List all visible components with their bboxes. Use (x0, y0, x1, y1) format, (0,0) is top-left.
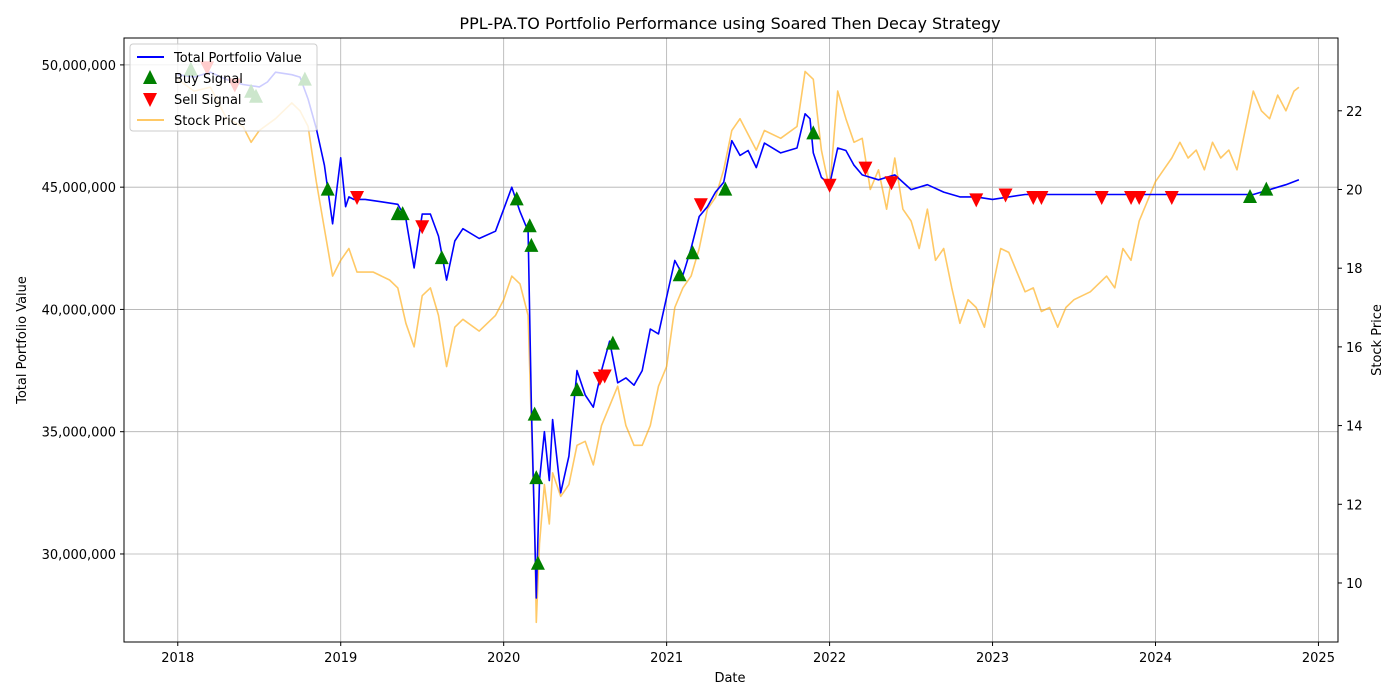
buy-signal-marker (509, 191, 524, 206)
buy-signal-marker (685, 245, 700, 260)
sell-signal-marker (969, 193, 984, 208)
y-axis-label: Total Portfolio Value (15, 276, 30, 405)
x-tick-label: 2020 (487, 651, 520, 666)
y-right-axis-label: Stock Price (1370, 304, 1385, 376)
portfolio-value-series (177, 71, 1300, 599)
plot-area-frame (123, 37, 1339, 643)
sell-signal-marker (1034, 190, 1049, 205)
y-right-tick-label: 22 (1346, 105, 1363, 120)
y-tick-label: 45,000,000 (42, 181, 116, 196)
legend-label: Stock Price (174, 114, 246, 129)
buy-signal-marker (530, 555, 545, 570)
legend-buy-swatch (143, 70, 157, 84)
y-tick-label: 30,000,000 (42, 548, 116, 563)
y-tick-label: 35,000,000 (42, 426, 116, 441)
sell-signal-marker (858, 161, 873, 176)
x-axis-label: Date (714, 671, 745, 686)
buy-signal-marker (434, 250, 449, 265)
buy-signal-marker (806, 125, 821, 140)
chart-title: PPL-PA.TO Portfolio Performance using So… (459, 14, 1000, 33)
y-right-tick-label: 16 (1346, 341, 1363, 356)
y-axis-ticks: 30,000,000 35,000,000 40,000,000 45,000,000… (42, 59, 124, 563)
legend-sell-swatch (143, 93, 157, 107)
sell-signal-marker (998, 188, 1013, 203)
buy-signal-marker (1259, 181, 1274, 196)
x-axis-ticks: 2018 2019 2020 2021 2022 2023 2024 2025 (161, 642, 1335, 666)
y-right-tick-label: 12 (1346, 498, 1363, 513)
x-tick-label: 2022 (813, 651, 846, 666)
x-tick-label: 2018 (161, 651, 194, 666)
sell-signal-marker (884, 176, 899, 191)
y-right-tick-label: 18 (1346, 262, 1363, 277)
buy-signal-marker (570, 382, 585, 397)
buy-signal-marker (524, 237, 539, 252)
y-right-tick-label: 20 (1346, 183, 1363, 198)
y-right-tick-label: 14 (1346, 420, 1363, 435)
buy-signal-marker (605, 335, 620, 350)
legend-label: Buy Signal (174, 72, 243, 87)
legend: Total Portfolio Value Buy Signal Sell Sign… (129, 43, 318, 132)
y-tick-label: 40,000,000 (42, 303, 116, 318)
sell-signal-marker (1094, 190, 1109, 205)
buy-signal-marker (320, 181, 335, 196)
buy-signal-marker (718, 181, 733, 196)
x-tick-label: 2025 (1302, 651, 1335, 666)
legend-box (129, 43, 318, 132)
y-right-axis-ticks: 10 12 14 16 18 20 22 (1338, 105, 1363, 592)
stock-price-line (177, 70, 1300, 624)
sell-signal-marker (822, 178, 837, 193)
portfolio-value-line (177, 71, 1300, 599)
sell-signal-marker (597, 369, 612, 384)
buy-signal-marker (672, 267, 687, 282)
legend-label: Sell Signal (174, 93, 242, 108)
sell-signal-marker (1164, 190, 1179, 205)
sell-signal-marker (693, 198, 708, 213)
sell-signal-marker (415, 220, 430, 235)
y-right-tick-label: 10 (1346, 577, 1363, 592)
stock-price-series (177, 70, 1300, 624)
y-tick-label: 50,000,000 (42, 59, 116, 74)
sell-signal-marker (1132, 190, 1147, 205)
buy-signal-marker (1243, 188, 1258, 203)
x-tick-label: 2019 (324, 651, 357, 666)
buy-signal-marker (529, 470, 544, 485)
sell-signal-marker (350, 190, 365, 205)
buy-signal-marker (527, 406, 542, 421)
signal-markers (183, 61, 1274, 570)
buy-signal-marker (395, 206, 410, 221)
buy-signal-marker (522, 218, 537, 233)
legend-label: Total Portfolio Value (173, 51, 302, 66)
x-tick-label: 2023 (976, 651, 1009, 666)
x-tick-label: 2021 (650, 651, 683, 666)
x-tick-label: 2024 (1139, 651, 1172, 666)
